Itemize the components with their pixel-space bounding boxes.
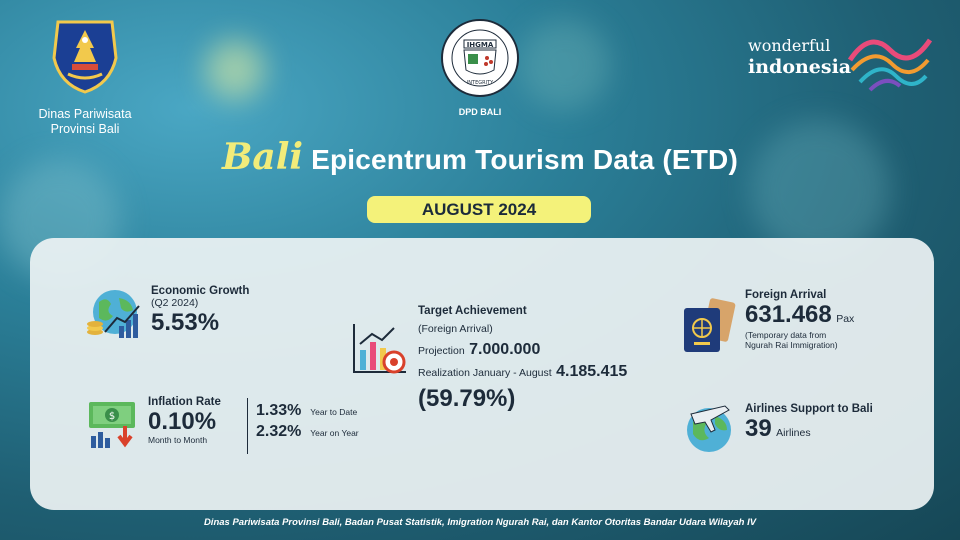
- airlines-value: 39: [745, 415, 772, 442]
- inflation-mtm-label: Month to Month: [148, 435, 208, 445]
- page-title: Bali Epicentrum Tourism Data (ETD): [0, 136, 960, 178]
- target-percent: (59.79%): [418, 385, 516, 412]
- bokeh-light: [750, 120, 890, 260]
- left-logo-line1: Dinas Pariwisata: [38, 107, 132, 121]
- economic-growth-period: (Q2 2024): [151, 297, 199, 309]
- realization-value: 4.185.415: [556, 363, 628, 380]
- inflation-label: Inflation Rate: [148, 396, 221, 408]
- ihgma-seal-icon: IHGMA INTEGRITY: [441, 19, 519, 97]
- dinas-pariwisata-logo: Dinas Pariwisata Provinsi Bali: [30, 18, 140, 137]
- inflation-mtm-value: 0.10%: [148, 408, 217, 435]
- ihgma-logo: IHGMA INTEGRITY DPD BALI: [438, 18, 522, 117]
- seal-motto: INTEGRITY: [467, 80, 494, 86]
- footer-sources: Dinas Pariwisata Provinsi Bali, Badan Pu…: [203, 517, 757, 528]
- money-down-icon: $: [89, 402, 135, 448]
- wi-word-indonesia: indonesia: [748, 56, 852, 78]
- inflation-yoy-label: Year on Year: [310, 428, 359, 438]
- chart-target-icon: [353, 324, 406, 374]
- foreign-arrival-label: Foreign Arrival: [745, 289, 827, 301]
- target-sublabel: (Foreign Arrival): [418, 323, 493, 335]
- inflation-ytd-label: Year to Date: [310, 407, 358, 417]
- title-script-word: Bali: [222, 136, 304, 178]
- bokeh-light: [520, 20, 610, 110]
- foreign-arrival-note1: (Temporary data from: [745, 330, 827, 340]
- passport-icon: [684, 298, 736, 352]
- economic-growth-label: Economic Growth: [151, 285, 250, 297]
- airlines-label: Airlines Support to Bali: [745, 403, 873, 415]
- airlines-unit: Airlines: [776, 427, 811, 439]
- bokeh-light: [205, 40, 265, 100]
- globe-growth-icon: [87, 290, 140, 338]
- dpd-bali-label: DPD BALI: [458, 107, 502, 117]
- wonderful-indonesia-logo: wonderful indonesia: [748, 30, 938, 100]
- seal-text: IHGMA: [467, 41, 494, 49]
- data-panel: Economic Growth (Q2 2024) 5.53% $ Inflat…: [30, 238, 934, 510]
- projection-value: 7.000.000: [469, 341, 541, 358]
- inflation-yoy-value: 2.32%: [256, 423, 302, 440]
- inflation-ytd-value: 1.33%: [256, 402, 302, 419]
- left-logo-line2: Provinsi Bali: [50, 122, 120, 136]
- bali-emblem-icon: [52, 20, 118, 94]
- garuda-swirl-icon: [847, 38, 933, 92]
- wi-word-wonderful: wonderful: [748, 36, 831, 55]
- economic-growth-value: 5.53%: [151, 309, 220, 336]
- period-badge: AUGUST 2024: [367, 196, 591, 223]
- realization-label: Realization January - August: [418, 367, 552, 379]
- airline-globe-icon: [687, 405, 731, 452]
- inflation-divider: [247, 398, 248, 454]
- foreign-arrival-note2: Ngurah Rai Immigration): [745, 340, 838, 350]
- svg-text:$: $: [109, 411, 115, 422]
- foreign-arrival-unit: Pax: [836, 313, 855, 325]
- foreign-arrival-value: 631.468: [745, 301, 832, 328]
- title-main: Epicentrum Tourism Data (ETD): [311, 144, 738, 175]
- target-label: Target Achievement: [418, 305, 527, 317]
- projection-label: Projection: [418, 345, 465, 357]
